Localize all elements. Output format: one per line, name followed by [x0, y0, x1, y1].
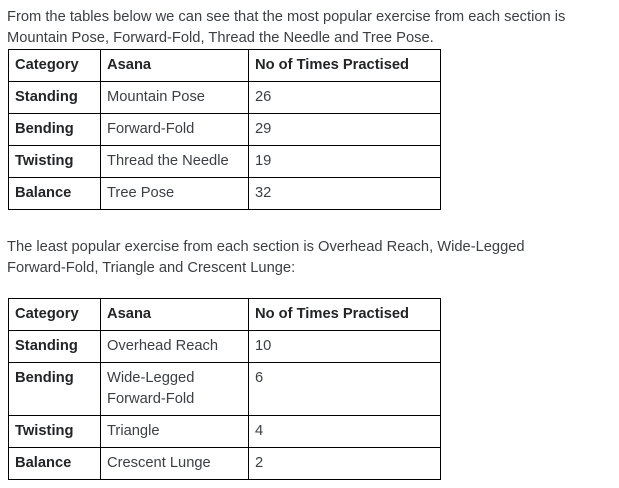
least-popular-paragraph: The least popular exercise from each sec… [7, 237, 613, 279]
table-row: Bending Forward-Fold 29 [8, 113, 441, 146]
paragraph-line: The least popular exercise from each sec… [7, 239, 525, 255]
cell-asana: Mountain Pose [100, 81, 249, 114]
cell-category: Balance [8, 447, 101, 480]
paragraph-line: Mountain Pose, Forward-Fold, Thread the … [7, 30, 434, 46]
table-header-row: Category Asana No of Times Practised [8, 298, 441, 331]
column-header-category: Category [8, 49, 101, 82]
cell-category: Standing [8, 330, 101, 363]
column-header-category: Category [8, 298, 101, 331]
cell-count: 32 [248, 177, 441, 210]
cell-asana: Triangle [100, 415, 249, 448]
cell-category: Bending [8, 113, 101, 146]
cell-count: 2 [248, 447, 441, 480]
cell-category: Balance [8, 177, 101, 210]
table-header-row: Category Asana No of Times Practised [8, 49, 441, 82]
table-row: Twisting Thread the Needle 19 [8, 145, 441, 178]
table-row: Standing Mountain Pose 26 [8, 81, 441, 114]
cell-count: 19 [248, 145, 441, 178]
cell-asana: Crescent Lunge [100, 447, 249, 480]
cell-asana: Forward-Fold [100, 113, 249, 146]
cell-count: 4 [248, 415, 441, 448]
column-header-count: No of Times Practised [248, 49, 441, 82]
paragraph-line: From the tables below we can see that th… [7, 9, 566, 25]
column-header-asana: Asana [100, 298, 249, 331]
column-header-count: No of Times Practised [248, 298, 441, 331]
cell-asana: Tree Pose [100, 177, 249, 210]
cell-category: Standing [8, 81, 101, 114]
cell-count: 29 [248, 113, 441, 146]
cell-asana: Overhead Reach [100, 330, 249, 363]
cell-count: 26 [248, 81, 441, 114]
most-popular-table: Category Asana No of Times Practised Sta… [8, 49, 441, 210]
cell-category: Bending [8, 362, 101, 416]
cell-category: Twisting [8, 145, 101, 178]
cell-asana: Wide-Legged Forward-Fold [100, 362, 249, 416]
table-row: Balance Tree Pose 32 [8, 177, 441, 210]
cell-asana: Thread the Needle [100, 145, 249, 178]
column-header-asana: Asana [100, 49, 249, 82]
intro-paragraph: From the tables below we can see that th… [7, 7, 613, 49]
cell-category: Twisting [8, 415, 101, 448]
paragraph-line: Forward-Fold, Triangle and Crescent Lung… [7, 260, 296, 276]
least-popular-table: Category Asana No of Times Practised Sta… [8, 298, 441, 480]
table-row: Twisting Triangle 4 [8, 415, 441, 448]
table-row: Standing Overhead Reach 10 [8, 330, 441, 363]
cell-count: 6 [248, 362, 441, 416]
table-row: Bending Wide-Legged Forward-Fold 6 [8, 362, 441, 416]
cell-count: 10 [248, 330, 441, 363]
table-row: Balance Crescent Lunge 2 [8, 447, 441, 480]
